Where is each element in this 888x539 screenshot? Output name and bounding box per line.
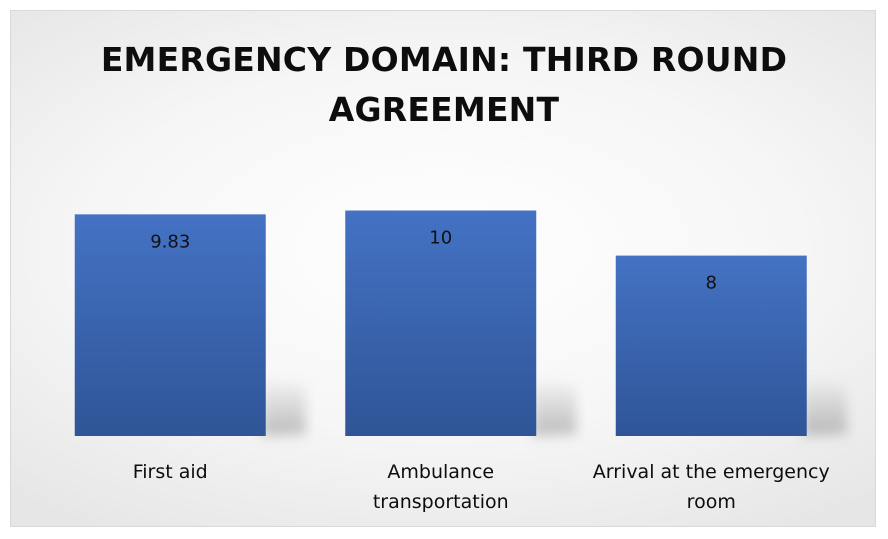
- data-label: 10: [429, 228, 452, 249]
- bar: [615, 255, 807, 436]
- x-tick-label: First aid: [133, 461, 208, 483]
- bar: [74, 214, 266, 436]
- bar-shadow: [261, 376, 306, 436]
- bar-chart: 9.83 10 8 First aid Ambulance transportation…: [74, 210, 847, 513]
- x-tick-label: Arrival at the emergency: [593, 461, 830, 483]
- chart-title-line-1: EMERGENCY DOMAIN: THIRD ROUND: [100, 40, 788, 79]
- x-tick-label: transportation: [373, 491, 509, 513]
- bar-shadow: [532, 376, 577, 436]
- bar: [345, 210, 537, 436]
- x-tick-label: Ambulance: [387, 461, 494, 483]
- chart-title: EMERGENCY DOMAIN: THIRD ROUND AGREEMENT: [11, 35, 875, 135]
- bars: [74, 210, 807, 436]
- bar-shadow: [802, 376, 847, 436]
- x-tick-label: room: [687, 491, 736, 513]
- bar-shadows: [261, 376, 847, 436]
- data-label: 8: [706, 273, 717, 294]
- chart-frame: EMERGENCY DOMAIN: THIRD ROUND AGREEMENT …: [10, 10, 876, 527]
- chart-title-line-2: AGREEMENT: [328, 90, 560, 129]
- data-labels: 9.83 10 8: [150, 228, 717, 294]
- x-axis-labels: First aid Ambulance transportation Arrival …: [133, 461, 830, 513]
- data-label: 9.83: [150, 231, 190, 252]
